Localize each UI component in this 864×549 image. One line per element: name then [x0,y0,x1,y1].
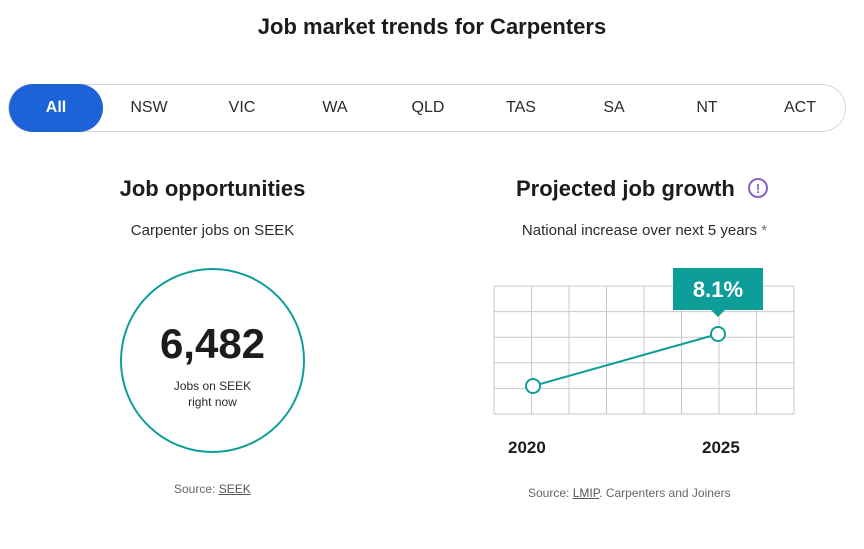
source-prefix: Source: [528,486,570,500]
lmip-source-link[interactable]: LMIP [572,486,600,500]
x-tick-2025: 2025 [702,438,740,457]
state-tabs: All NSW VIC WA QLD TAS SA NT ACT [8,84,846,132]
lmip-source: Source: LMIP. Carpenters and Joiners [528,486,731,500]
job-count-circle: 6,482 Jobs on SEEK right now [120,268,305,453]
tab-tas[interactable]: TAS [506,99,536,116]
data-point-2020 [525,378,541,394]
data-point-2025 [710,326,726,342]
growth-chart: 8.1% [493,268,795,415]
tab-nt[interactable]: NT [696,99,718,116]
job-opportunities-heading: Job opportunities [119,176,306,201]
projected-growth-subtitle: National increase over next 5 years * [425,222,864,239]
tab-vic[interactable]: VIC [228,99,256,116]
caption-line-2: right now [188,395,237,409]
info-icon[interactable]: ! [748,178,768,198]
tab-qld[interactable]: QLD [411,99,445,116]
projected-growth-subtitle-text: National increase over next 5 years [521,222,758,239]
seek-source: Source: SEEK [174,482,251,496]
caption-line-1: Jobs on SEEK [173,379,252,393]
growth-callout: 8.1% [673,268,763,317]
x-tick-2020: 2020 [508,438,546,457]
source-prefix: Source: [174,482,216,496]
growth-value-label: 8.1% [693,277,743,302]
source-suffix: . Carpenters and Joiners [599,486,731,500]
tab-wa[interactable]: WA [322,99,348,116]
growth-trend-line [532,333,719,387]
seek-source-link[interactable]: SEEK [218,482,251,496]
growth-callout-tip [711,310,725,317]
tab-act[interactable]: ACT [784,99,816,116]
footnote-asterisk: * [761,222,768,239]
tab-sa[interactable]: SA [603,99,625,116]
job-opportunities-subtitle: Carpenter jobs on SEEK [130,222,295,239]
job-count: 6,482 [159,320,266,367]
growth-callout-box [673,268,763,310]
job-count-caption: Jobs on SEEK right now [122,378,303,410]
page-title: Job market trends for Carpenters [257,14,607,39]
projected-growth-heading: Projected job growth [516,176,735,201]
tab-nsw[interactable]: NSW [130,99,168,116]
tab-all[interactable]: All [9,84,103,132]
